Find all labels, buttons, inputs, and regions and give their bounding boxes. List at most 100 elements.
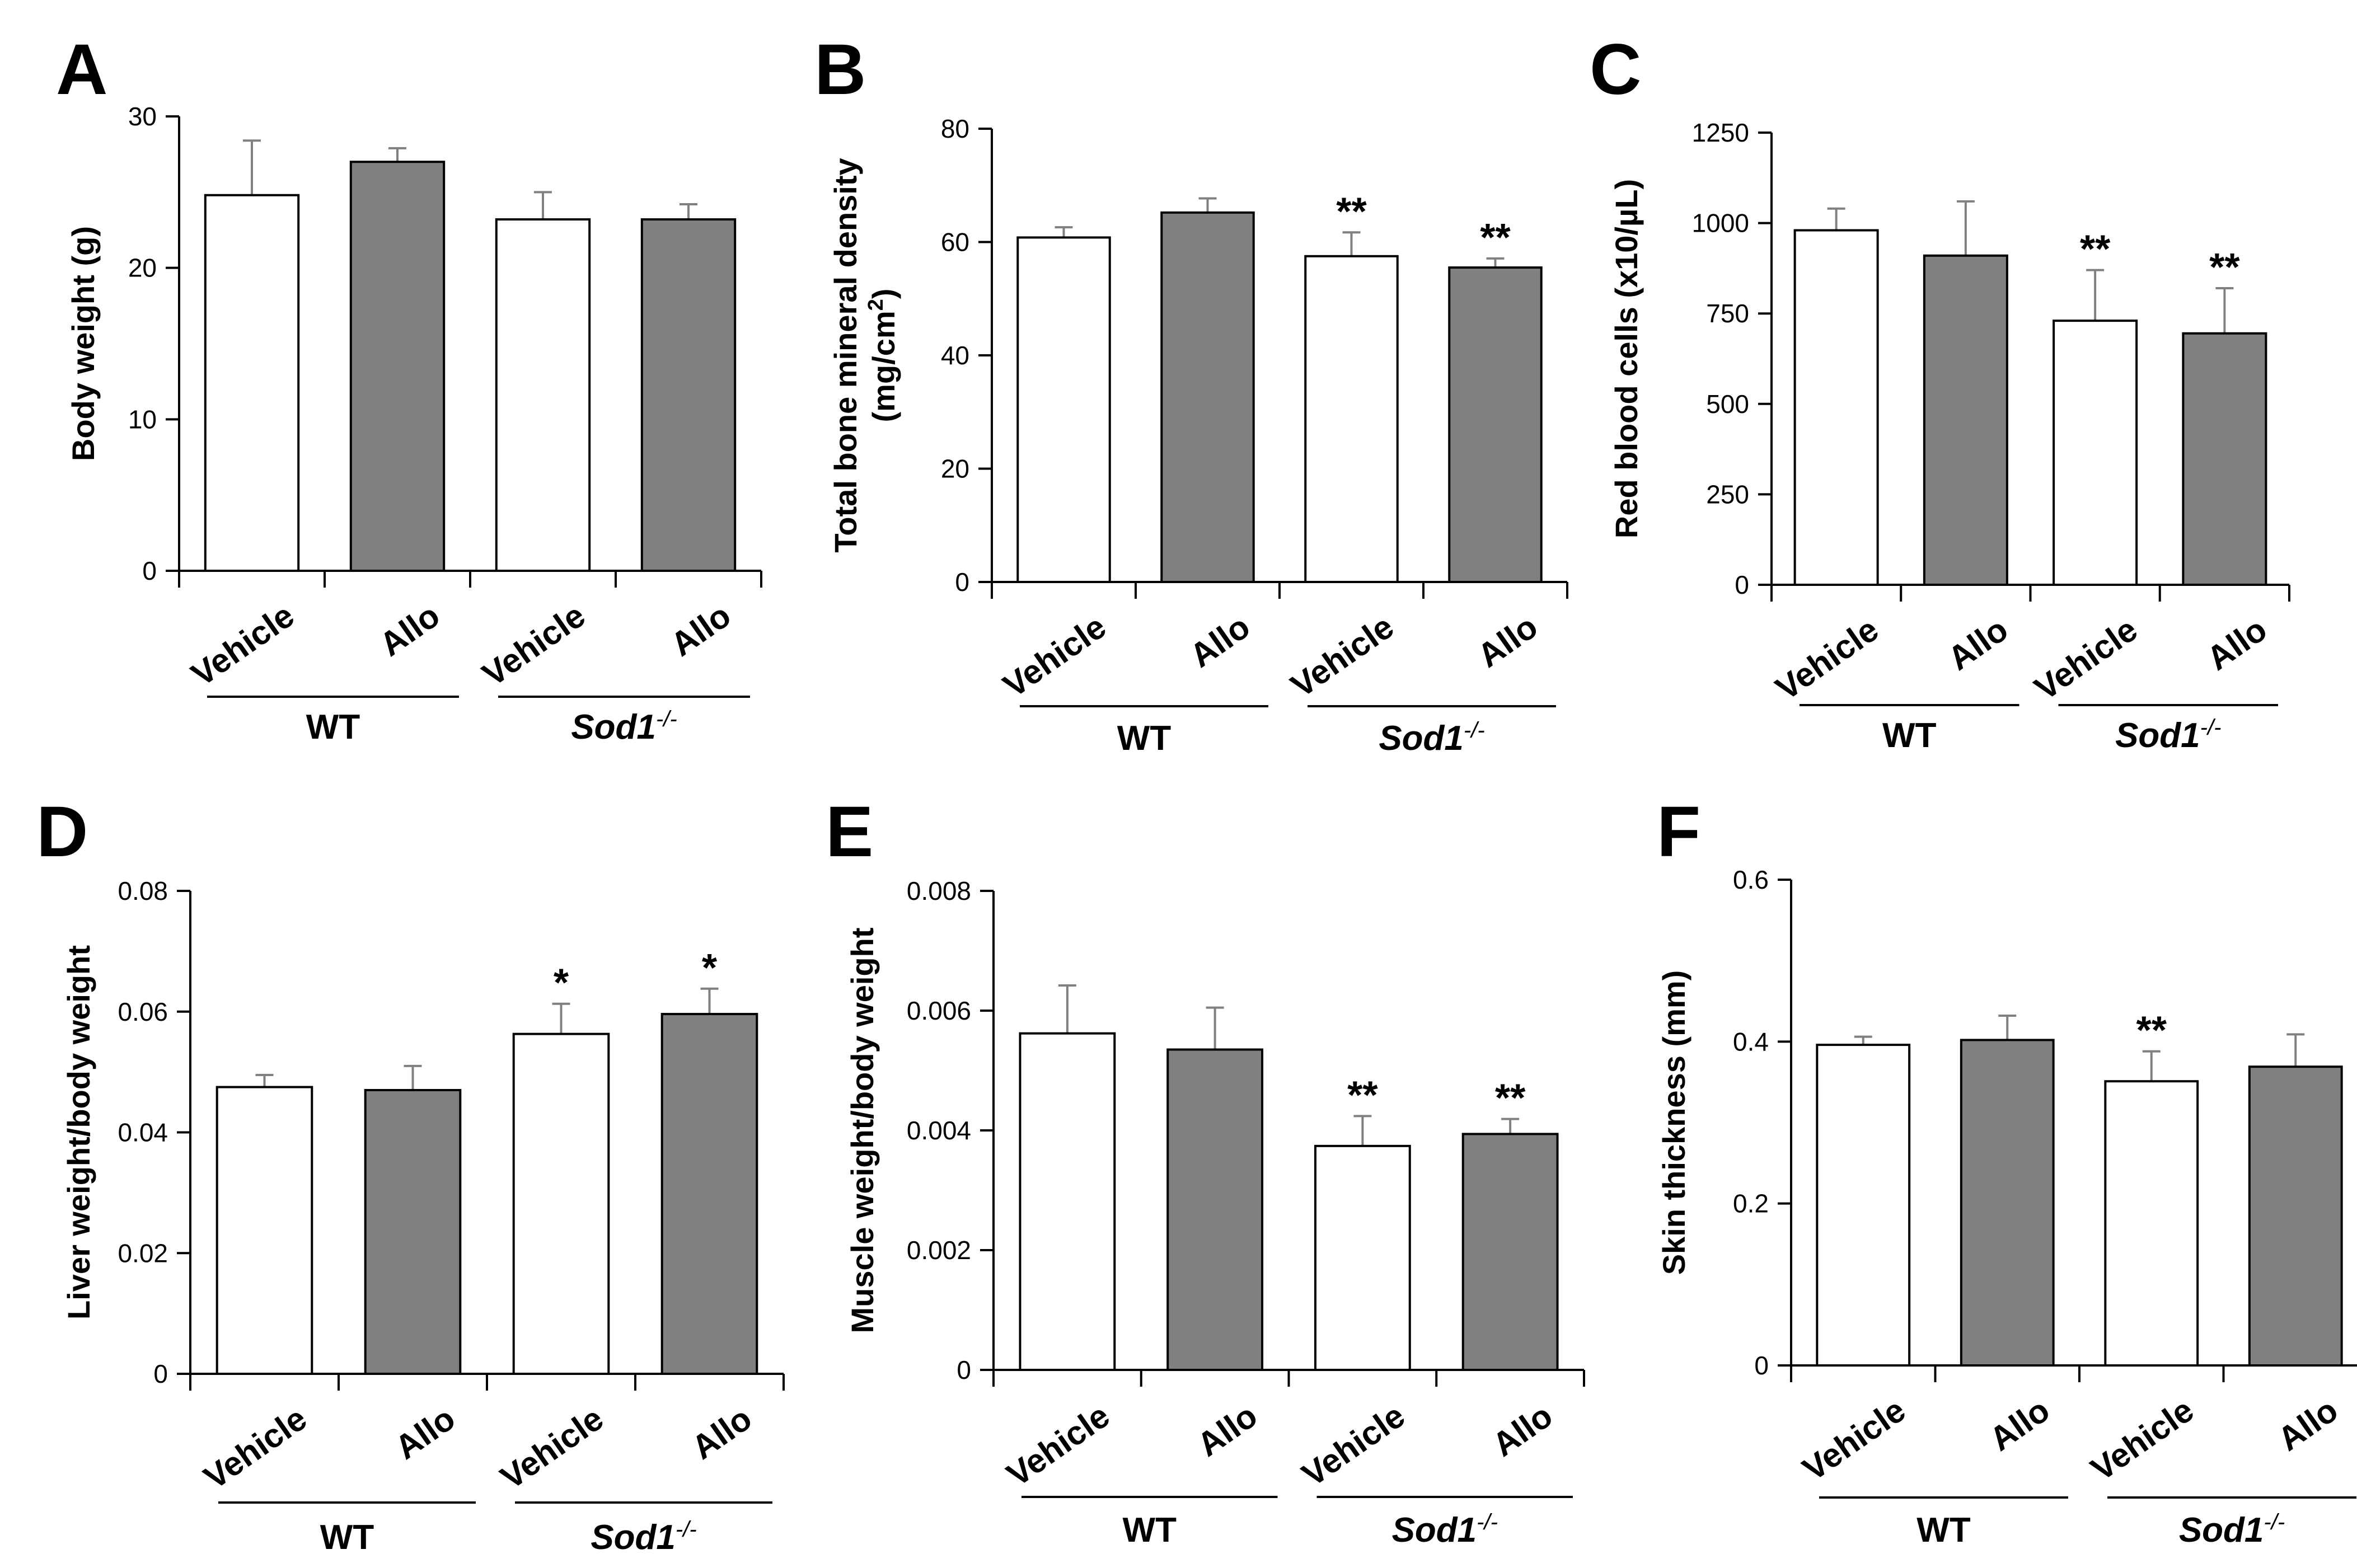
panel-letter: A — [56, 30, 107, 110]
group-label-sup: -/- — [656, 707, 677, 731]
group-label-sup: -/- — [2264, 1510, 2285, 1534]
group-label: WT — [1882, 716, 1937, 755]
panel-letter: C — [1590, 30, 1641, 110]
group-label: Sod1-/- — [571, 707, 677, 747]
category-label: Allo — [1983, 1391, 2056, 1458]
y-tick-label: 750 — [1706, 299, 1749, 328]
y-tick-label: 0 — [142, 556, 157, 585]
significance-marker: ** — [1336, 189, 1367, 233]
y-tick-label: 0.004 — [907, 1116, 971, 1145]
category-label: Allo — [1486, 1397, 1559, 1464]
category-label: Vehicle — [1796, 1391, 1912, 1489]
y-tick-label: 0.2 — [1733, 1189, 1769, 1218]
bar — [204, 194, 300, 572]
significance-marker: ** — [1495, 1076, 1526, 1120]
bar — [640, 218, 737, 572]
panel-f: F 0 0.2 0.4 0.6 Skin thickness (mm) Vehicle All… — [1656, 792, 2357, 1550]
category-label: Vehicle — [197, 1400, 313, 1497]
group-label-text: WT — [1916, 1511, 1971, 1550]
y-tick-label: 1250 — [1692, 118, 1749, 147]
bar — [2182, 332, 2267, 586]
y-axis-title-tail: ) — [866, 289, 901, 299]
category-label: Vehicle — [1295, 1397, 1412, 1494]
y-tick-label: 0.06 — [118, 997, 168, 1026]
significance-marker: * — [554, 961, 569, 1004]
y-axis-title-text: Liver weight/body weight — [61, 945, 96, 1320]
category-label: Allo — [664, 597, 737, 664]
group-label: WT — [1916, 1511, 1971, 1550]
category-label: Allo — [1183, 608, 1257, 675]
y-tick-label: 0 — [955, 567, 969, 597]
bar — [2053, 320, 2138, 586]
group-label: WT — [1117, 719, 1172, 758]
y-tick-label: 1000 — [1692, 209, 1749, 238]
y-tick-label: 0.02 — [118, 1238, 168, 1267]
panel-letter: B — [814, 30, 866, 110]
y-tick-label: 0.6 — [1733, 865, 1769, 894]
y-axis-title: Muscle weight/body weight — [845, 928, 880, 1334]
y-tick-label: 60 — [941, 228, 969, 257]
panel-c: C 0 250 500 750 1000 1250 Red blood cells (x10/… — [1590, 30, 2290, 755]
category-label: Allo — [1191, 1397, 1264, 1464]
significance-marker: ** — [2209, 245, 2240, 289]
significance-marker: ** — [1480, 215, 1511, 259]
bar — [2104, 1080, 2199, 1367]
y-axis-title: Body weight (g) — [65, 226, 101, 461]
category-label: Allo — [2271, 1391, 2344, 1458]
bar — [1304, 255, 1399, 583]
group-label: WT — [1123, 1511, 1177, 1550]
y-tick-label: 40 — [941, 341, 969, 370]
bar — [1923, 254, 2008, 586]
category-label: Allo — [373, 597, 446, 664]
y-tick-label: 250 — [1706, 480, 1749, 509]
bar — [1960, 1039, 2055, 1367]
group-label: Sod1-/- — [591, 1517, 696, 1557]
group-label-text: Sod1 — [1392, 1511, 1477, 1550]
y-tick-label: 80 — [941, 114, 969, 143]
bar — [1160, 211, 1255, 584]
y-tick-label: 0.006 — [907, 996, 971, 1025]
y-tick-label: 500 — [1706, 389, 1749, 419]
bar — [512, 1032, 610, 1375]
panel-e: E 0 0.002 0.004 0.006 0.008 Muscle weight/body… — [826, 792, 1585, 1550]
group-label-text: Sod1 — [591, 1518, 676, 1557]
group-label: WT — [320, 1518, 374, 1557]
category-label: Allo — [685, 1400, 758, 1467]
group-label: Sod1-/- — [2115, 715, 2221, 755]
category-label: Vehicle — [494, 1400, 610, 1497]
y-axis-title-line1: Total bone mineral density — [828, 158, 863, 552]
group-label-text: Sod1 — [2115, 716, 2200, 755]
significance-marker: ** — [1347, 1073, 1378, 1116]
panel-d: D 0 0.02 0.04 0.06 0.08 Liver weight/body weig… — [36, 792, 785, 1557]
y-tick-label: 0.08 — [118, 876, 168, 905]
category-label: Allo — [1941, 611, 2014, 678]
category-label: Vehicle — [2028, 611, 2144, 708]
category-label: Vehicle — [1000, 1397, 1116, 1494]
significance-marker: * — [702, 946, 718, 989]
panel-letter: D — [36, 792, 88, 872]
y-axis-title: Skin thickness (mm) — [1656, 970, 1691, 1275]
bar — [215, 1086, 313, 1375]
group-label-text: WT — [320, 1518, 374, 1557]
y-axis-title-text: Body weight (g) — [65, 226, 101, 461]
y-axis-title: Total bone mineral density(mg/cm2) — [828, 158, 901, 552]
y-axis-title: Red blood cells (x10/µL) — [1609, 179, 1644, 538]
panel-letter: F — [1657, 792, 1700, 872]
y-tick-label: 0 — [1735, 570, 1749, 599]
group-label-text: WT — [1882, 716, 1937, 755]
y-tick-label: 0.4 — [1733, 1027, 1769, 1056]
y-tick-label: 30 — [128, 102, 157, 131]
group-label-sup: -/- — [1477, 1510, 1498, 1534]
significance-marker: ** — [2080, 227, 2111, 271]
bar — [660, 1013, 758, 1375]
category-label: Vehicle — [1284, 608, 1400, 705]
category-label: Vehicle — [2084, 1391, 2200, 1489]
y-axis-title-line2: (mg/cm — [866, 311, 901, 422]
bar — [1793, 229, 1879, 586]
bar — [1448, 266, 1543, 583]
category-label: Vehicle — [996, 608, 1113, 705]
y-axis-title: Liver weight/body weight — [61, 945, 96, 1320]
y-tick-label: 0 — [957, 1355, 971, 1384]
y-tick-label: 20 — [128, 253, 157, 283]
